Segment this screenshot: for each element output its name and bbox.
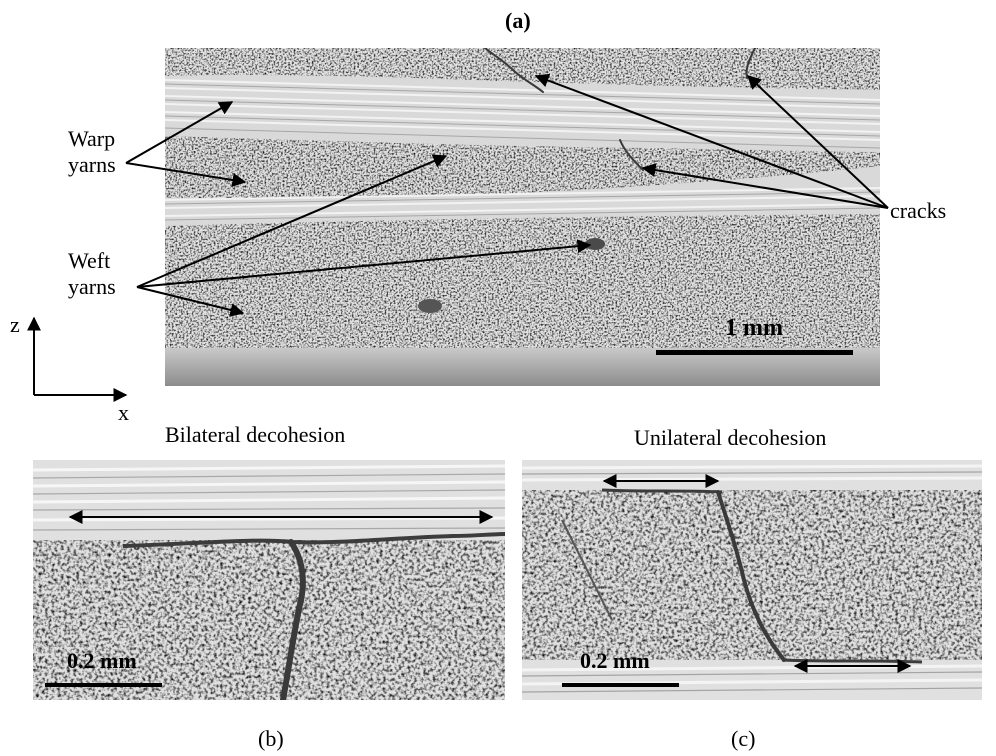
warp-yarns-label: Warp yarns xyxy=(68,126,116,178)
weft-yarns-label: Weft yarns xyxy=(68,248,116,300)
micrograph-c: 0.2 mm xyxy=(522,460,982,700)
scale-bar-label-b: 0.2 mm xyxy=(67,648,137,673)
scale-bar-label-c: 0.2 mm xyxy=(580,648,650,673)
cracks-label: cracks xyxy=(890,198,947,223)
warp-yarns-line2: yarns xyxy=(68,152,116,177)
caption-bilateral: Bilateral decohesion xyxy=(165,422,346,447)
axis-z-label: z xyxy=(10,312,20,337)
panel-a-letter: (a) xyxy=(505,8,531,33)
micrograph-a: 1 mm xyxy=(165,48,880,386)
panel-c-letter: (c) xyxy=(731,726,756,751)
scale-bar-a xyxy=(656,350,853,355)
scale-bar-label-a: 1 mm xyxy=(725,315,783,341)
warp-yarns-line1: Warp xyxy=(68,126,116,151)
panel-b-letter: (b) xyxy=(258,726,284,751)
weft-yarns-line1: Weft xyxy=(68,248,111,273)
caption-unilateral: Unilateral decohesion xyxy=(634,425,827,450)
scale-bar-c xyxy=(562,683,679,687)
axis-x-label: x xyxy=(118,400,129,425)
scale-bar-b xyxy=(45,683,162,687)
weft-yarns-line2: yarns xyxy=(68,274,116,299)
micrograph-b: 0.2 mm xyxy=(33,460,505,700)
